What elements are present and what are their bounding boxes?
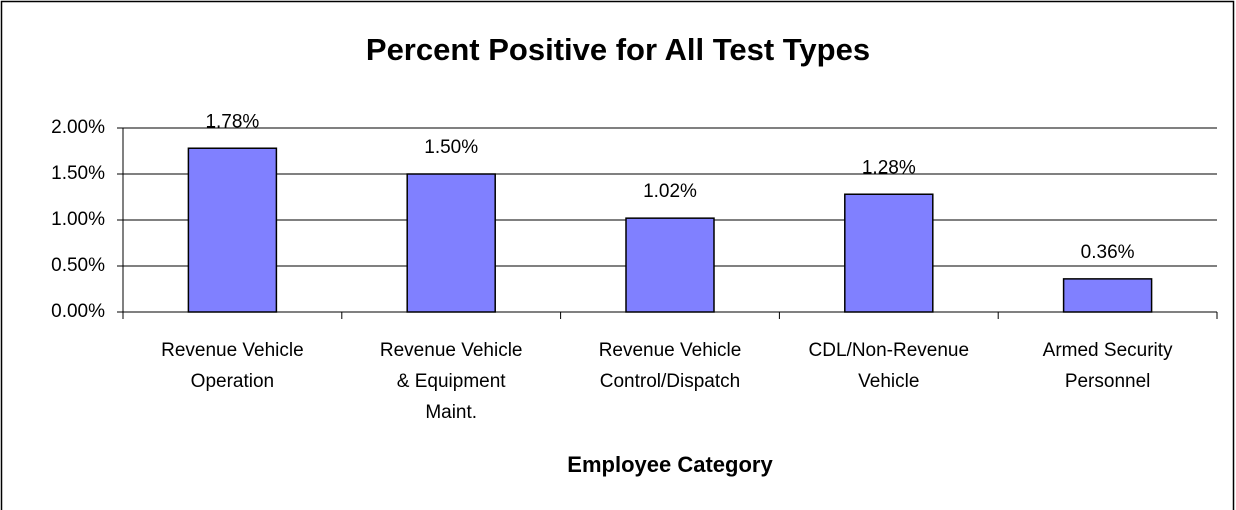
bar: [187, 147, 278, 313]
data-label: 1.78%: [205, 111, 259, 132]
y-tick-label: 1.50%: [51, 163, 105, 184]
y-tick-label: 1.00%: [51, 209, 105, 230]
chart-title: Percent Positive for All Test Types: [366, 32, 870, 67]
data-label: 0.36%: [1081, 242, 1135, 263]
y-tick-label: 2.00%: [51, 117, 105, 138]
data-label: 1.28%: [862, 157, 916, 178]
data-label: 1.02%: [643, 181, 697, 202]
x-tick-label: CDL/Non-Revenue Vehicle: [809, 340, 970, 392]
bar: [625, 217, 715, 313]
x-tick-label: Revenue Vehicle Control/Dispatch: [599, 340, 742, 392]
bar: [1062, 278, 1153, 313]
y-tick-label: 0.50%: [51, 255, 105, 276]
data-label: 1.50%: [424, 137, 478, 158]
x-tick-label: Armed Security Personnel: [1043, 340, 1173, 392]
x-tick-label: Revenue Vehicle Operation: [161, 340, 304, 392]
x-axis-title: Employee Category: [567, 452, 773, 477]
y-tick-label: 0.00%: [51, 301, 105, 322]
x-tick-label: Revenue Vehicle & Equipment Maint.: [380, 340, 523, 423]
bar: [844, 193, 934, 313]
bar: [406, 173, 496, 313]
